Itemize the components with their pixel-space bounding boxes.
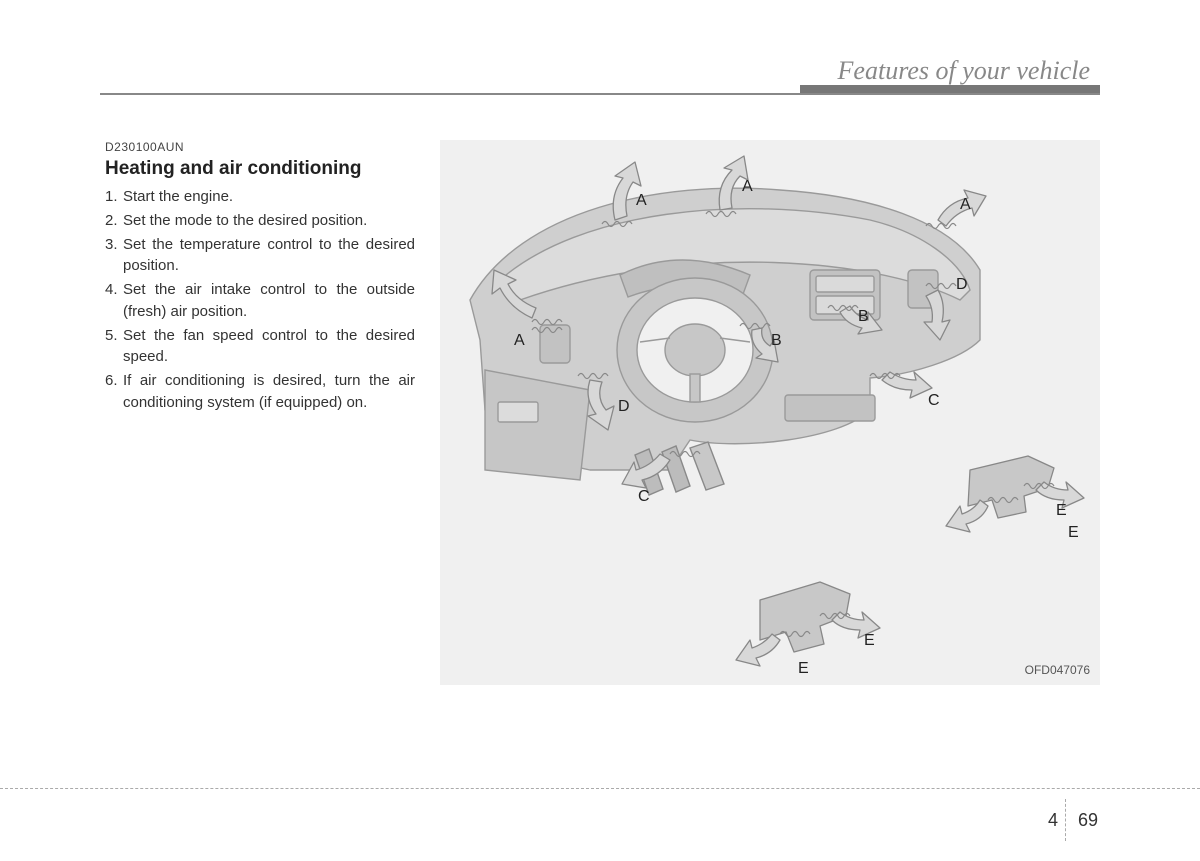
step-text: If air conditioning is desired, turn the… [123, 370, 415, 414]
page-chapter: 4 [1048, 810, 1058, 831]
step-item: 6.If air conditioning is desired, turn t… [105, 370, 415, 414]
instruction-column: D230100AUN Heating and air conditioning … [105, 140, 415, 416]
step-text: Set the air intake control to the outsid… [123, 279, 415, 323]
vent-label-a: A [742, 178, 753, 196]
vent-label-d: D [956, 276, 968, 294]
step-number: 1. [105, 186, 123, 208]
vent-label-c: C [638, 488, 650, 506]
step-item: 1.Start the engine. [105, 186, 415, 208]
vent-label-e: E [798, 660, 809, 678]
vent-label-e: E [864, 632, 875, 650]
section-title: Features of your vehicle [838, 56, 1090, 86]
step-number: 5. [105, 325, 123, 369]
step-text: Set the mode to the desired position. [123, 210, 415, 232]
step-item: 2.Set the mode to the desired position. [105, 210, 415, 232]
doc-heading: Heating and air conditioning [105, 158, 415, 180]
step-item: 4.Set the air intake control to the outs… [105, 279, 415, 323]
step-number: 3. [105, 234, 123, 278]
header-accent-bar [800, 85, 1100, 93]
step-number: 6. [105, 370, 123, 414]
vent-label-a: A [960, 196, 971, 214]
dashboard-diagram: OFD047076 AAAABBCCDDEEEE [440, 140, 1100, 685]
step-list: 1.Start the engine.2.Set the mode to the… [105, 186, 415, 414]
step-item: 3.Set the temperature control to the des… [105, 234, 415, 278]
vent-label-b: B [771, 332, 782, 350]
vent-label-d: D [618, 398, 630, 416]
vent-label-a: A [514, 332, 525, 350]
vent-label-e: E [1068, 524, 1079, 542]
vent-label-e: E [1056, 502, 1067, 520]
footer-rule [0, 788, 1200, 789]
doc-code: D230100AUN [105, 140, 415, 154]
vent-label-a: A [636, 192, 647, 210]
vent-label-b: B [858, 308, 869, 326]
header-rule [100, 93, 1100, 95]
footer-sep [1065, 799, 1066, 841]
step-text: Set the fan speed control to the desired… [123, 325, 415, 369]
step-item: 5.Set the fan speed control to the desir… [105, 325, 415, 369]
page-number: 69 [1078, 810, 1098, 831]
step-number: 2. [105, 210, 123, 232]
vent-label-c: C [928, 392, 940, 410]
figure-code: OFD047076 [1025, 663, 1090, 677]
step-number: 4. [105, 279, 123, 323]
step-text: Start the engine. [123, 186, 415, 208]
step-text: Set the temperature control to the desir… [123, 234, 415, 278]
